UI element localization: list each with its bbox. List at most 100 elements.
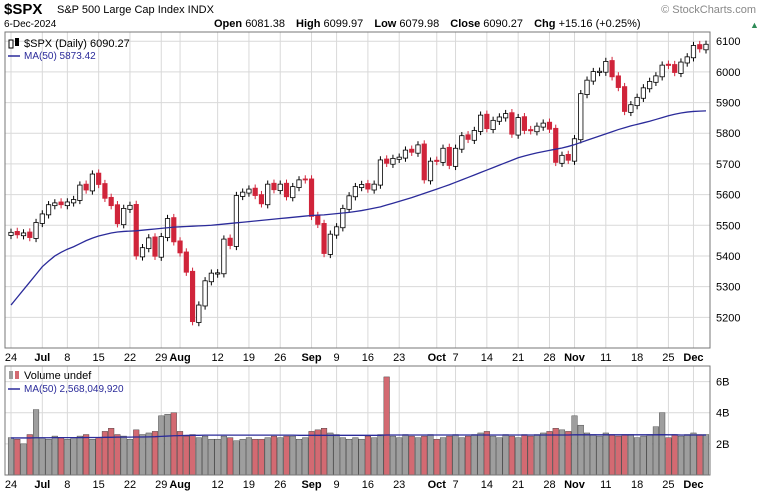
candle-body bbox=[33, 222, 39, 239]
volume-bar bbox=[558, 429, 566, 476]
volume-bar bbox=[571, 415, 578, 476]
candle-body bbox=[459, 135, 465, 150]
price-panel-frame bbox=[4, 31, 711, 349]
volume-bar bbox=[189, 434, 196, 476]
candle-body bbox=[45, 204, 52, 216]
candle-body bbox=[653, 75, 659, 83]
candle-body bbox=[108, 196, 114, 207]
candle-body bbox=[296, 179, 302, 188]
volume-bar bbox=[590, 434, 597, 476]
volume-bar bbox=[659, 412, 666, 476]
x-tick-label: Dec bbox=[683, 352, 703, 364]
x-tick-label: 16 bbox=[362, 352, 374, 364]
x-tick-label: 9 bbox=[334, 479, 340, 491]
volume-bar bbox=[20, 443, 27, 476]
volume-bar bbox=[7, 437, 15, 476]
candle-body bbox=[427, 160, 434, 182]
volume-bar bbox=[465, 435, 472, 476]
volume-bar bbox=[371, 437, 378, 476]
volume-bar bbox=[177, 431, 184, 476]
legend-candle-icon bbox=[8, 39, 14, 49]
candle-body bbox=[52, 202, 58, 207]
volume-bar bbox=[596, 435, 603, 476]
legend-vol-ma: MA(50) 2,568,049,920 bbox=[24, 384, 124, 395]
x-tick-label: 19 bbox=[243, 479, 255, 491]
volume-bar bbox=[26, 434, 33, 476]
candle-body bbox=[83, 183, 89, 191]
x-tick-label: 11 bbox=[600, 479, 611, 491]
volume-bar bbox=[540, 432, 547, 476]
candle-body bbox=[215, 272, 221, 275]
candle-body bbox=[302, 178, 308, 181]
volume-bar bbox=[684, 434, 691, 476]
candle-body bbox=[540, 122, 546, 128]
x-tick-label: 28 bbox=[543, 479, 555, 491]
x-tick-label: 15 bbox=[93, 479, 105, 491]
volume-bar bbox=[120, 435, 127, 476]
volume-bar bbox=[358, 438, 365, 476]
candle-body bbox=[534, 125, 540, 133]
candle-body bbox=[121, 208, 127, 226]
volume-legend: Volume undef MA(50) 2,568,049,920 bbox=[8, 370, 124, 395]
candle-body bbox=[396, 156, 402, 160]
candle-body bbox=[196, 304, 202, 323]
volume-bar bbox=[458, 437, 465, 476]
candle-body bbox=[265, 183, 271, 206]
volume-bar bbox=[170, 412, 177, 476]
candle-body bbox=[384, 158, 390, 164]
candle-body bbox=[227, 237, 233, 246]
volume-bar bbox=[245, 437, 252, 476]
volume-bar bbox=[439, 437, 447, 476]
x-tick-label: 25 bbox=[662, 352, 674, 364]
volume-bar bbox=[414, 437, 422, 476]
volume-bar bbox=[14, 438, 21, 476]
candle-body bbox=[246, 188, 252, 194]
volume-bar bbox=[39, 437, 46, 476]
candle-body bbox=[158, 236, 164, 258]
candle-body bbox=[315, 215, 321, 225]
x-tick-label: 7 bbox=[452, 352, 458, 364]
x-axis-labels: 2424JulJul88151522222929AugAug1212191926… bbox=[5, 352, 704, 491]
volume-tick-label: 6B bbox=[716, 377, 729, 389]
candle-body bbox=[102, 183, 108, 199]
candle-body bbox=[327, 233, 333, 255]
candle-body bbox=[478, 114, 484, 132]
up-arrow-icon: ▲ bbox=[750, 20, 759, 30]
volume-bar bbox=[640, 435, 647, 476]
volume-bar bbox=[220, 435, 227, 476]
candle-body bbox=[659, 64, 665, 78]
candle-body bbox=[183, 251, 189, 273]
ma50-line bbox=[10, 110, 707, 306]
x-tick-label: 24 bbox=[5, 479, 17, 491]
volume-bar bbox=[346, 438, 353, 476]
candle-body bbox=[528, 129, 534, 132]
volume-bar bbox=[83, 434, 90, 476]
x-tick-label: 11 bbox=[600, 352, 611, 364]
x-tick-label: 18 bbox=[631, 479, 643, 491]
volume-bar bbox=[483, 431, 490, 476]
candle-body bbox=[471, 130, 477, 141]
x-tick-label: Dec bbox=[683, 479, 703, 491]
brand-label: © StockCharts.com bbox=[661, 4, 756, 16]
candle-body bbox=[96, 172, 102, 185]
candle-body bbox=[446, 146, 452, 166]
high-label: High bbox=[296, 18, 321, 30]
candle-body bbox=[622, 86, 628, 112]
low-value: 6079.98 bbox=[399, 18, 440, 30]
volume-bar bbox=[521, 434, 528, 476]
ticker-symbol: $SPX bbox=[4, 1, 43, 18]
volume-bar bbox=[408, 435, 415, 476]
candle-body bbox=[634, 96, 640, 107]
candle-body bbox=[114, 204, 121, 225]
candle-body bbox=[127, 204, 133, 210]
volume-bar bbox=[702, 434, 710, 476]
volume-bar bbox=[270, 435, 278, 476]
candle-body bbox=[333, 226, 340, 236]
x-tick-label: Sep bbox=[301, 479, 321, 491]
volume-axis-labels: 2B 4B 6B bbox=[716, 377, 729, 451]
volume-bars bbox=[7, 376, 710, 476]
chg-label: Chg bbox=[534, 18, 556, 30]
volume-bar bbox=[471, 434, 478, 476]
x-tick-label: 29 bbox=[155, 479, 167, 491]
